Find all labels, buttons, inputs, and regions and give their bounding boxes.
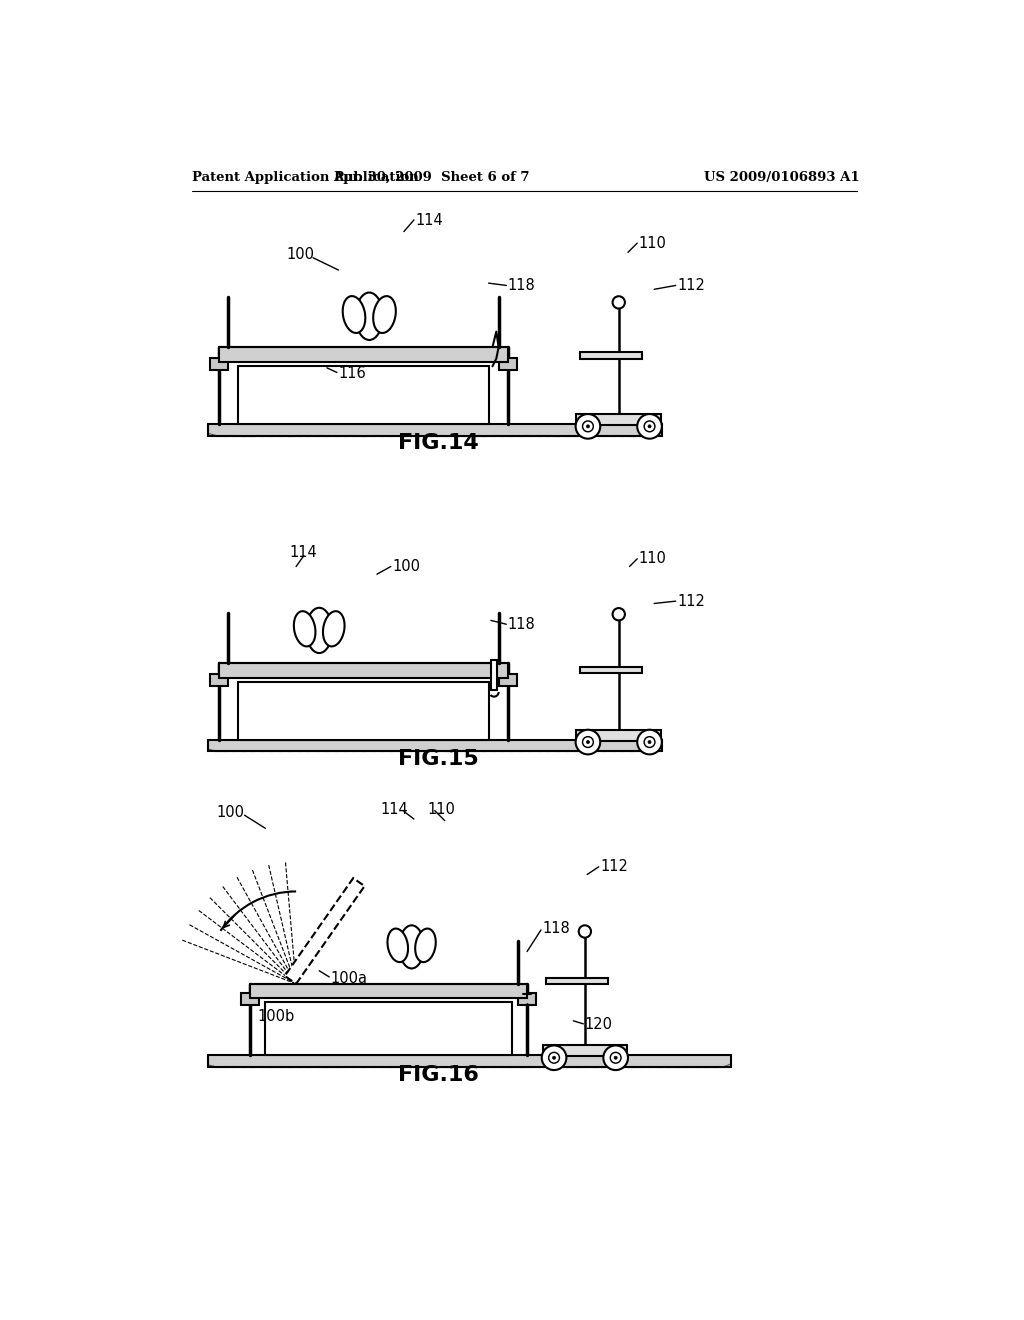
Circle shape [587, 425, 590, 428]
Text: Patent Application Publication: Patent Application Publication [193, 172, 419, 185]
Bar [208, 1056, 731, 1067]
Circle shape [603, 1045, 628, 1071]
Bar [265, 1002, 512, 1056]
Text: 116: 116 [339, 367, 367, 381]
Text: 100: 100 [286, 247, 314, 263]
Ellipse shape [387, 928, 408, 962]
Circle shape [612, 296, 625, 309]
Bar [581, 667, 642, 673]
Bar [208, 424, 662, 436]
Ellipse shape [415, 928, 436, 962]
Text: 112: 112 [677, 594, 706, 609]
Circle shape [637, 730, 662, 755]
Text: Apr. 30, 2009  Sheet 6 of 7: Apr. 30, 2009 Sheet 6 of 7 [333, 172, 529, 185]
Text: US 2009/0106893 A1: US 2009/0106893 A1 [705, 172, 860, 185]
Text: FIG.15: FIG.15 [398, 748, 479, 770]
Bar [208, 424, 662, 436]
Circle shape [587, 741, 590, 743]
Text: 100: 100 [392, 558, 421, 574]
Circle shape [612, 609, 625, 620]
Text: 112: 112 [600, 859, 628, 874]
Ellipse shape [343, 296, 366, 333]
Circle shape [648, 425, 651, 428]
Circle shape [644, 421, 655, 432]
Ellipse shape [373, 296, 396, 333]
Text: 110: 110 [639, 235, 667, 251]
Circle shape [542, 1045, 566, 1071]
Text: 100a: 100a [331, 972, 368, 986]
Text: 114: 114 [380, 801, 408, 817]
Bar [490, 660, 497, 689]
Text: 110: 110 [639, 552, 667, 566]
Bar [239, 367, 488, 424]
Text: 118: 118 [508, 616, 536, 632]
Bar [581, 352, 642, 359]
Bar [219, 347, 508, 363]
Circle shape [614, 1056, 617, 1059]
Text: FIG.16: FIG.16 [398, 1065, 479, 1085]
Ellipse shape [355, 293, 383, 341]
Text: 100b: 100b [258, 1010, 295, 1024]
Circle shape [575, 730, 600, 755]
Circle shape [644, 737, 655, 747]
Bar [239, 682, 488, 739]
Text: 112: 112 [677, 279, 706, 293]
Circle shape [583, 737, 593, 747]
Ellipse shape [323, 611, 344, 647]
Circle shape [553, 1056, 556, 1059]
Bar [241, 993, 259, 1006]
Bar [208, 739, 662, 751]
Bar [210, 673, 228, 686]
Text: 114: 114 [416, 213, 443, 227]
Circle shape [583, 421, 593, 432]
Polygon shape [285, 878, 365, 983]
Circle shape [549, 1052, 559, 1063]
Bar [547, 978, 608, 983]
Bar [219, 663, 508, 678]
Text: 110: 110 [427, 801, 455, 817]
Bar [208, 1056, 731, 1067]
Bar [577, 730, 662, 741]
Circle shape [648, 741, 651, 743]
Text: 114: 114 [290, 545, 317, 560]
Circle shape [579, 925, 591, 937]
Circle shape [637, 414, 662, 438]
Bar [518, 993, 537, 1006]
Bar [208, 739, 662, 751]
Circle shape [575, 414, 600, 438]
Bar [543, 1045, 628, 1056]
Bar [250, 983, 527, 998]
Circle shape [610, 1052, 621, 1063]
Ellipse shape [306, 607, 332, 653]
Text: 100: 100 [217, 805, 245, 821]
Text: FIG.14: FIG.14 [398, 433, 479, 453]
Text: 118: 118 [508, 279, 536, 293]
Ellipse shape [294, 611, 315, 647]
Bar [499, 358, 517, 370]
Text: 120: 120 [585, 1018, 612, 1032]
Bar [210, 358, 228, 370]
Text: 118: 118 [543, 921, 570, 936]
Bar [577, 414, 662, 425]
Ellipse shape [399, 925, 424, 969]
Bar [499, 673, 517, 686]
